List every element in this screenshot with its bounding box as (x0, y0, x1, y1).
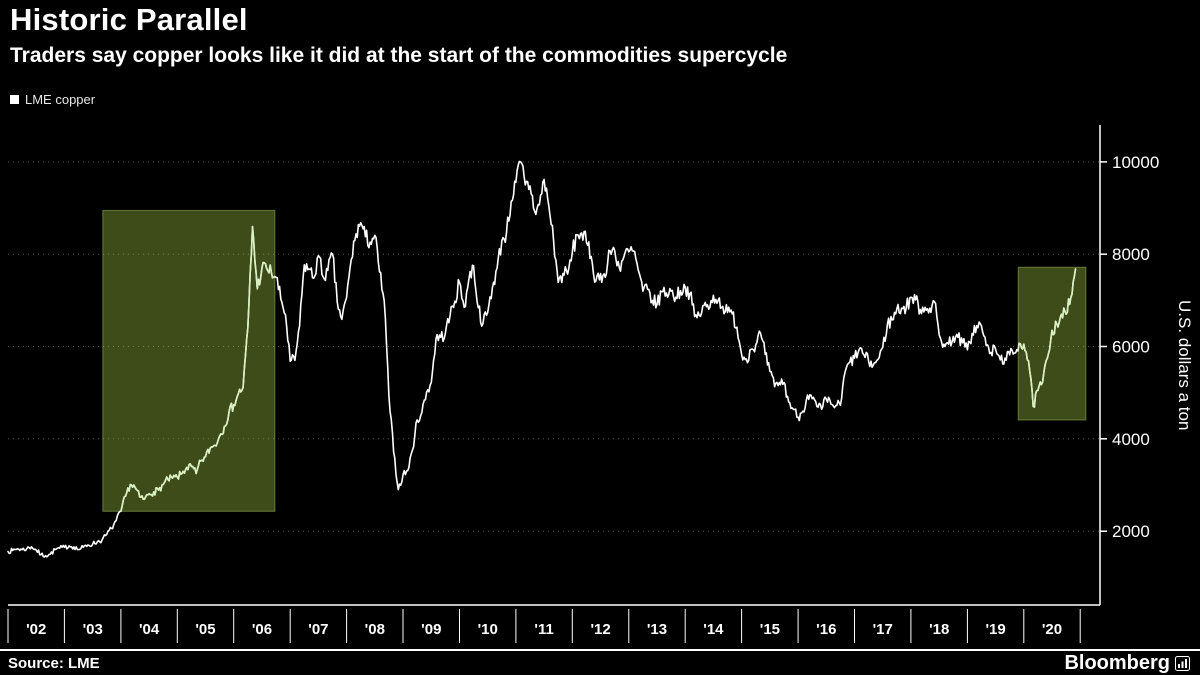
source-label: Source: LME (8, 655, 100, 672)
highlight-region (102, 209, 276, 512)
x-axis-tick-label: '16 (816, 621, 836, 638)
x-axis-tick-label: '18 (929, 621, 949, 638)
x-axis-tick-label: '10 (478, 621, 498, 638)
legend-label: LME copper (25, 92, 96, 107)
x-axis-tick-label: '04 (139, 621, 160, 638)
x-axis-tick-label: '03 (83, 621, 103, 638)
chart-title: Historic Parallel (10, 2, 248, 37)
footer-divider (0, 649, 1200, 651)
x-axis-tick-label: '06 (252, 621, 272, 638)
x-axis-tick-label: '15 (760, 621, 780, 638)
highlight-region (1017, 266, 1087, 421)
x-axis-tick-label: '19 (985, 621, 1005, 638)
x-axis-tick-label: '05 (195, 621, 215, 638)
y-axis-tick-label: 4000 (1112, 430, 1150, 449)
x-axis-tick-label: '07 (308, 621, 328, 638)
x-axis-tick-label: '20 (1042, 621, 1062, 638)
x-axis-tick-label: '14 (703, 621, 724, 638)
x-axis-tick-label: '08 (365, 621, 385, 638)
y-axis-title: U.S. dollars a ton (1175, 299, 1194, 431)
bloomberg-wordmark: Bloomberg (1064, 652, 1170, 674)
x-axis-tick-label: '12 (590, 621, 610, 638)
legend: LME copper (10, 92, 95, 107)
y-axis-tick-label: 10000 (1112, 153, 1159, 172)
x-axis-tick-label: '13 (647, 621, 667, 638)
x-axis-tick-label: '11 (534, 621, 553, 638)
x-axis-tick-label: '17 (873, 621, 893, 638)
copper-price-line-chart: 2000 4000 6000 8000 10000 '02 '03 '04 '05 '06 '07 '… (7, 125, 1159, 643)
y-axis-tick-label: 8000 (1112, 245, 1150, 264)
y-axis-tick-label: 2000 (1112, 522, 1150, 541)
x-axis-tick-label: '09 (421, 621, 441, 638)
y-axis-tick-label: 6000 (1112, 338, 1150, 357)
chart-subtitle: Traders say copper looks like it did at … (10, 44, 788, 67)
x-axis-tick-label: '02 (26, 621, 46, 638)
bloomberg-logo: Bloomberg (1064, 652, 1190, 675)
bloomberg-chart-icon (1175, 656, 1190, 671)
legend-swatch-icon (10, 95, 19, 104)
